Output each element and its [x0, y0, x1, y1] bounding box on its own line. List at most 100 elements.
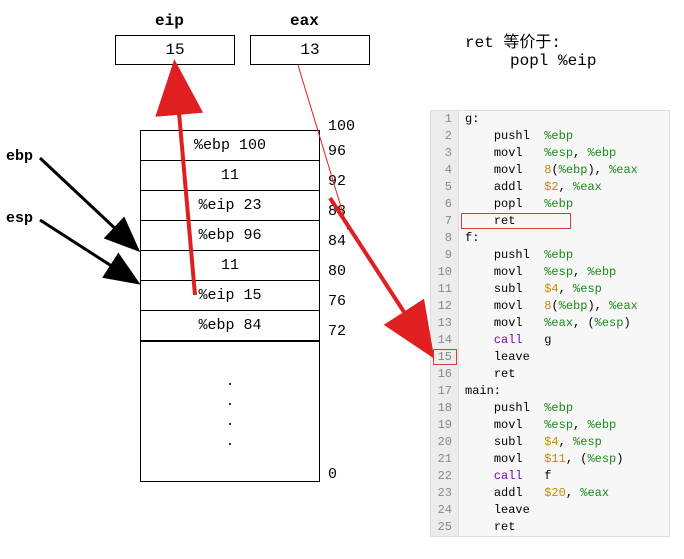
code-line: 22 call f	[431, 468, 669, 485]
stack-cell: %ebp 84	[141, 311, 319, 341]
line-number: 16	[431, 366, 459, 383]
stack-addr: 84	[328, 220, 368, 250]
assembly-code-panel: 1g:2 pushl %ebp3 movl %esp, %ebp4 movl 8…	[430, 110, 670, 537]
stack-addr: 76	[328, 280, 368, 310]
ret-note-line1: ret 等价于:	[465, 28, 561, 52]
code-line: 3 movl %esp, %ebp	[431, 145, 669, 162]
eax-register: 13	[250, 35, 370, 65]
code-line: 12 movl 8(%ebp), %eax	[431, 298, 669, 315]
code-text: movl %esp, %ebp	[459, 145, 669, 162]
line-number: 9	[431, 247, 459, 264]
stack-cell: 11	[141, 251, 319, 281]
line-number: 13	[431, 315, 459, 332]
code-text: main:	[459, 383, 669, 400]
line-number: 6	[431, 196, 459, 213]
stack-addr: 92	[328, 160, 368, 190]
code-line: 20 subl $4, %esp	[431, 434, 669, 451]
code-text: pushl %ebp	[459, 247, 669, 264]
line-number: 5	[431, 179, 459, 196]
stack-addr: 0	[328, 466, 368, 483]
stack-addr: 80	[328, 250, 368, 280]
line-number: 21	[431, 451, 459, 468]
line-number: 8	[431, 230, 459, 247]
code-text: pushl %ebp	[459, 128, 669, 145]
stack-addr: 88	[328, 190, 368, 220]
code-line: 24 leave	[431, 502, 669, 519]
line-number: 4	[431, 162, 459, 179]
code-text: movl 8(%ebp), %eax	[459, 162, 669, 179]
code-text: movl %esp, %ebp	[459, 264, 669, 281]
code-text: call g	[459, 332, 669, 349]
code-line: 16 ret	[431, 366, 669, 383]
code-text: ret	[459, 366, 669, 383]
code-line: 21 movl $11, (%esp)	[431, 451, 669, 468]
stack-cell: %eip 15	[141, 281, 319, 311]
code-text: leave	[459, 349, 669, 366]
code-text: movl %eax, (%esp)	[459, 315, 669, 332]
line-number: 18	[431, 400, 459, 417]
code-line: 17main:	[431, 383, 669, 400]
line-number: 20	[431, 434, 459, 451]
code-text: addl $2, %eax	[459, 179, 669, 196]
code-line: 25 ret	[431, 519, 669, 536]
code-line: 4 movl 8(%ebp), %eax	[431, 162, 669, 179]
line-number: 7	[431, 213, 459, 230]
stack-addr: 100	[328, 118, 368, 130]
code-text: call f	[459, 468, 669, 485]
code-text: f:	[459, 230, 669, 247]
code-line: 6 popl %ebp	[431, 196, 669, 213]
line-number: 2	[431, 128, 459, 145]
code-text: movl $11, (%esp)	[459, 451, 669, 468]
line-number: 19	[431, 417, 459, 434]
code-text: leave	[459, 502, 669, 519]
code-line: 8f:	[431, 230, 669, 247]
stack-cell: %ebp 96	[141, 221, 319, 251]
line-number: 12	[431, 298, 459, 315]
ebp-pointer-label: ebp	[6, 148, 33, 165]
line-number: 10	[431, 264, 459, 281]
eip-label: eip	[155, 12, 184, 30]
esp-arrow	[40, 220, 138, 283]
line-number: 14	[431, 332, 459, 349]
code-line: 10 movl %esp, %ebp	[431, 264, 669, 281]
code-text: ret	[459, 213, 669, 230]
stack-ellipsis-dot: .	[141, 395, 319, 409]
code-text: popl %ebp	[459, 196, 669, 213]
stack-cell: %eip 23	[141, 191, 319, 221]
code-line: 18 pushl %ebp	[431, 400, 669, 417]
code-line: 14 call g	[431, 332, 669, 349]
ebp-arrow	[40, 158, 138, 250]
eip-register: 15	[115, 35, 235, 65]
code-text: movl %esp, %ebp	[459, 417, 669, 434]
stack-cell: %ebp 100	[141, 131, 319, 161]
stack-ellipsis-dot: .	[141, 375, 319, 389]
code-line: 11 subl $4, %esp	[431, 281, 669, 298]
line-number: 3	[431, 145, 459, 162]
line-number: 22	[431, 468, 459, 485]
code-text: pushl %ebp	[459, 400, 669, 417]
stack-ellipsis-dot: .	[141, 415, 319, 429]
code-text: movl 8(%ebp), %eax	[459, 298, 669, 315]
stack-addr: 72	[328, 310, 368, 340]
code-text: ret	[459, 519, 669, 536]
code-text: subl $4, %esp	[459, 281, 669, 298]
esp-pointer-label: esp	[6, 210, 33, 227]
code-line: 1g:	[431, 111, 669, 128]
stack-ellipsis-dot: .	[141, 435, 319, 449]
code-line: 7 ret	[431, 213, 669, 230]
line-number: 24	[431, 502, 459, 519]
line-number: 25	[431, 519, 459, 536]
stack-addresses: 100969288848076720	[328, 118, 368, 483]
code-line: 15 leave	[431, 349, 669, 366]
stack-cell: 11	[141, 161, 319, 191]
code-line: 9 pushl %ebp	[431, 247, 669, 264]
code-text: g:	[459, 111, 669, 128]
line-number: 11	[431, 281, 459, 298]
code-text: subl $4, %esp	[459, 434, 669, 451]
code-line: 23 addl $20, %eax	[431, 485, 669, 502]
ret-note-line2: popl %eip	[510, 52, 596, 70]
code-line: 13 movl %eax, (%esp)	[431, 315, 669, 332]
stack-tail: ....	[141, 341, 319, 481]
code-text: addl $20, %eax	[459, 485, 669, 502]
code-line: 5 addl $2, %eax	[431, 179, 669, 196]
